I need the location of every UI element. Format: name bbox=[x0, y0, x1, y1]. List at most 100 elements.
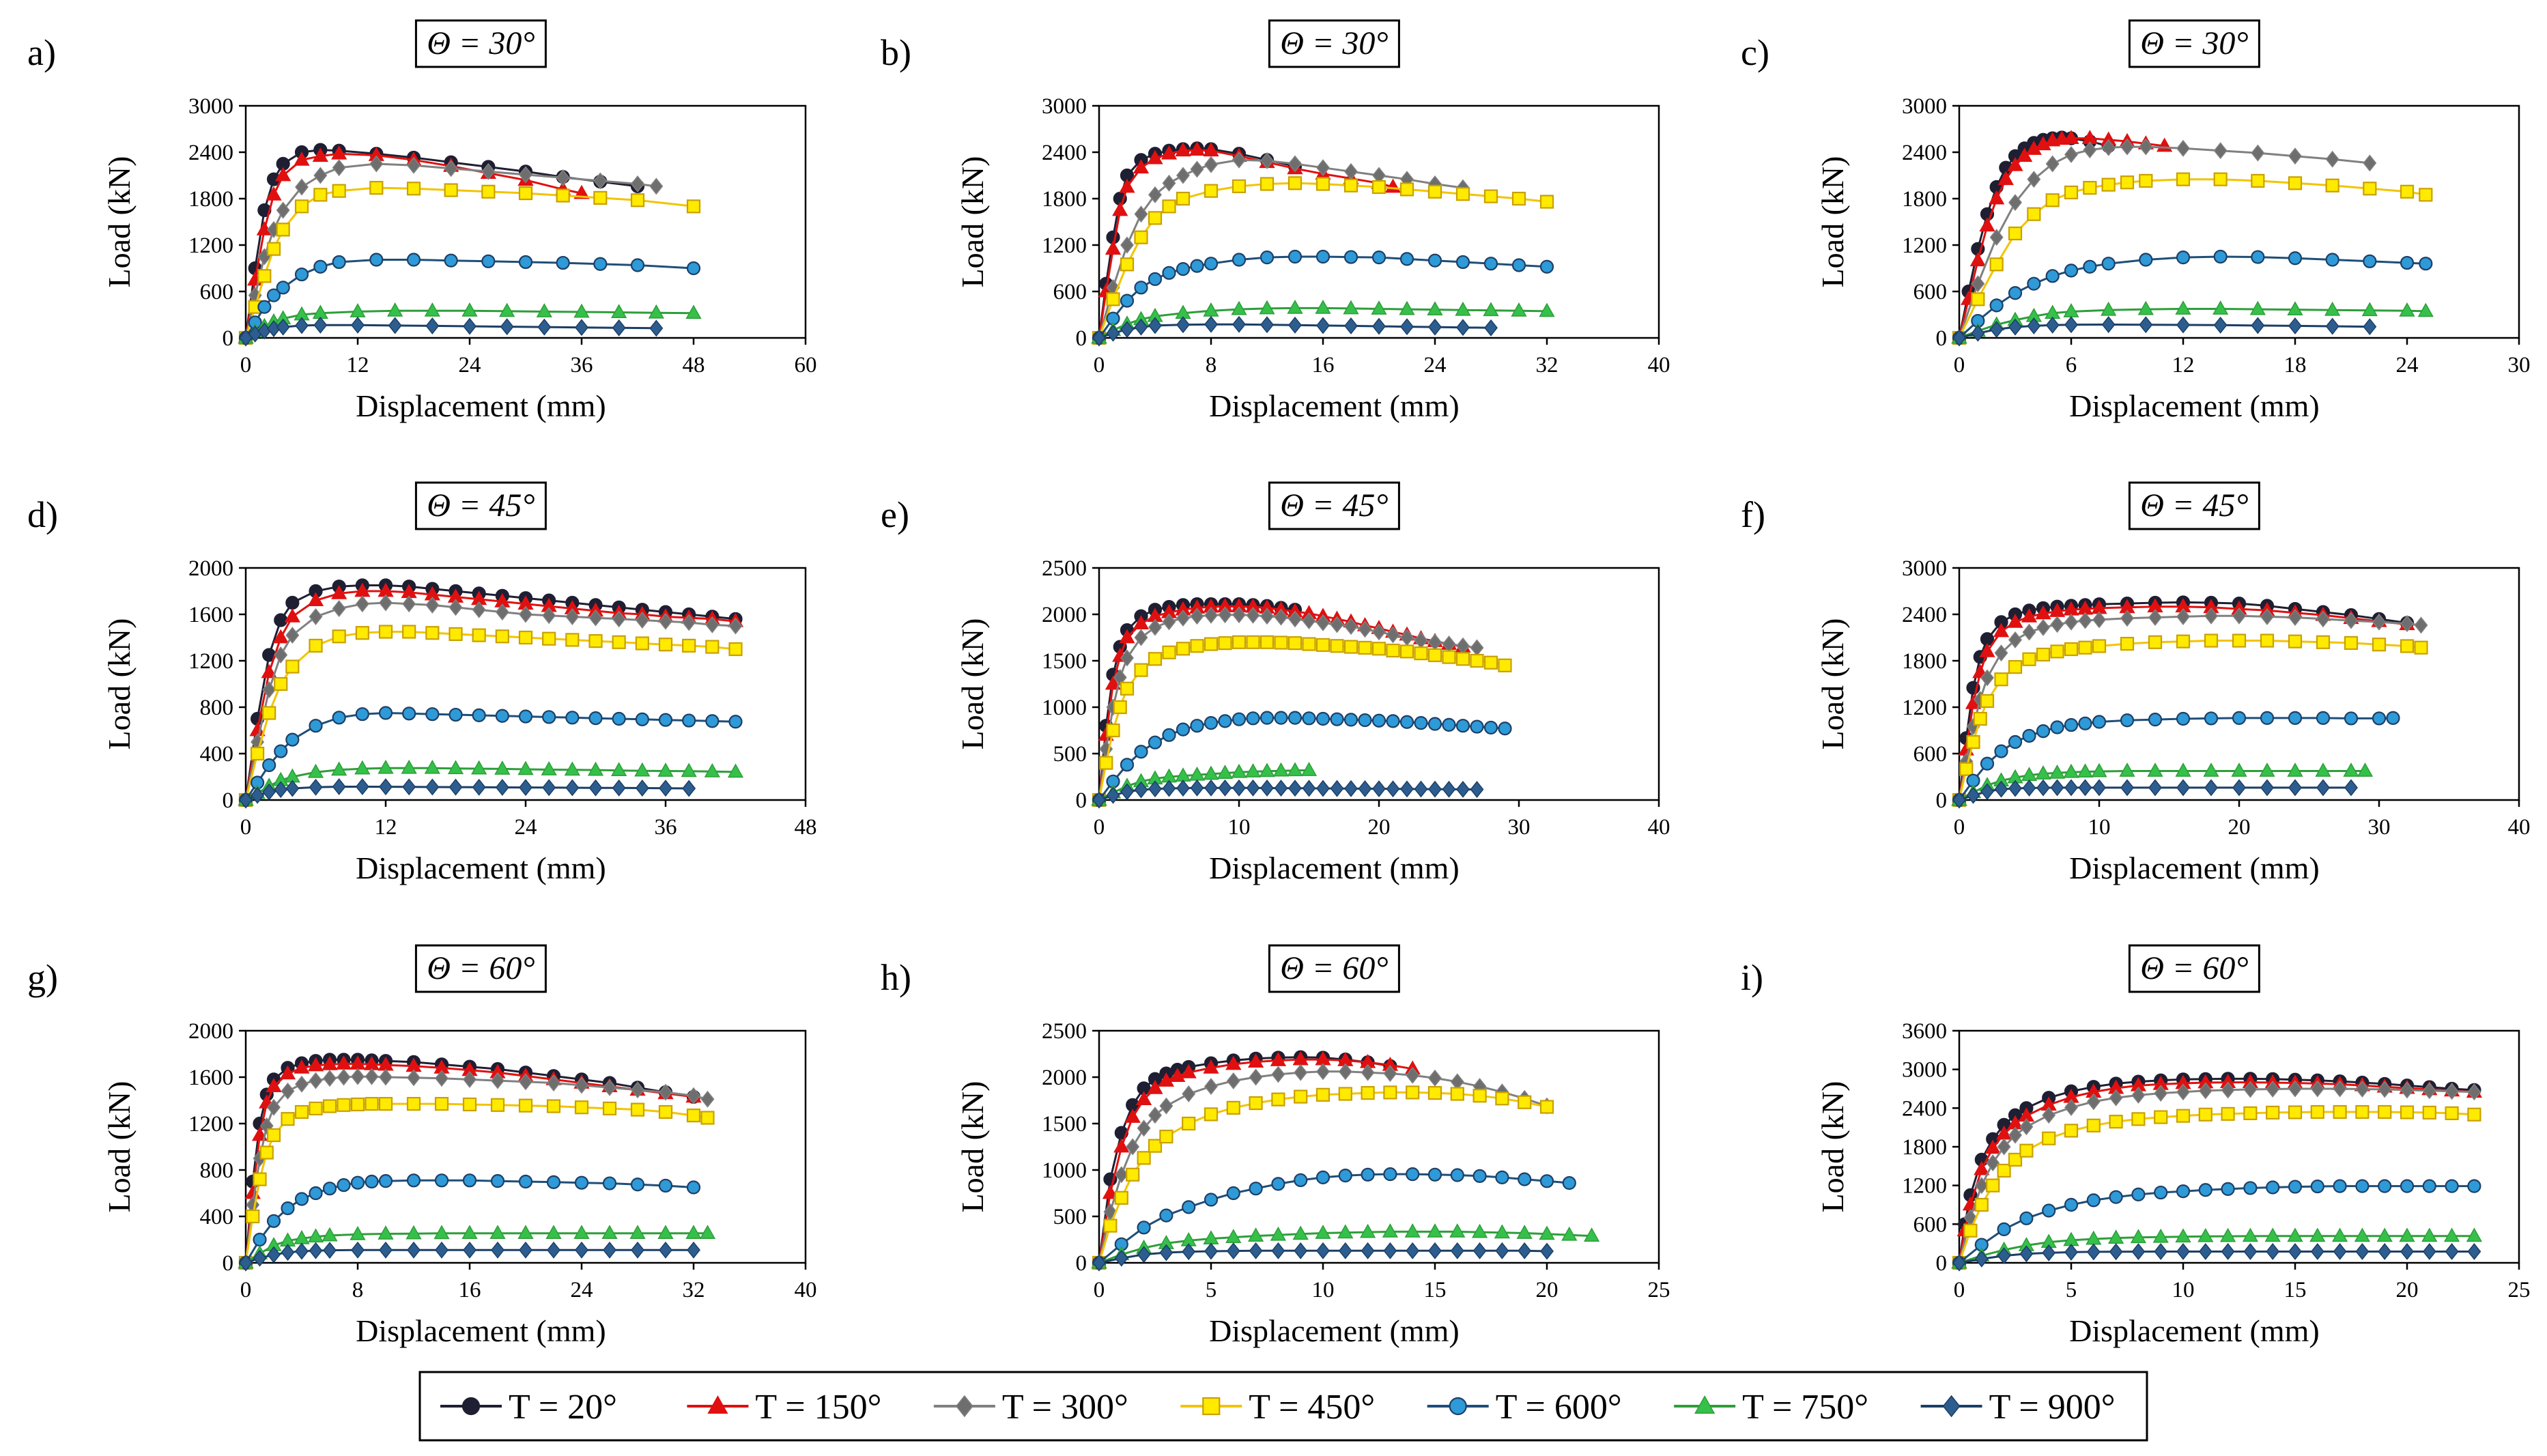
y-axis-label: Load (kN) bbox=[102, 1081, 137, 1213]
data-point bbox=[2310, 1243, 2324, 1260]
data-point bbox=[611, 304, 627, 318]
data-point bbox=[1182, 1116, 1196, 1131]
y-axis-label: Load (kN) bbox=[955, 618, 990, 750]
data-point bbox=[350, 1226, 366, 1240]
data-point bbox=[1120, 236, 1134, 254]
data-point bbox=[2288, 711, 2303, 725]
data-point bbox=[1105, 240, 1122, 255]
data-point bbox=[1182, 1243, 1196, 1261]
data-point bbox=[499, 302, 515, 317]
y-tick-label: 400 bbox=[200, 742, 234, 767]
data-point bbox=[1442, 650, 1456, 664]
data-point bbox=[612, 635, 626, 649]
panel-title-box bbox=[414, 481, 547, 530]
data-point bbox=[309, 638, 323, 653]
data-point bbox=[1272, 762, 1290, 777]
data-point bbox=[1287, 636, 1303, 651]
data-point bbox=[1997, 1222, 2011, 1236]
data-point bbox=[2139, 138, 2153, 156]
data-point bbox=[648, 304, 664, 319]
data-point bbox=[2050, 779, 2064, 797]
legend-marker bbox=[707, 1395, 728, 1414]
data-point bbox=[536, 303, 552, 317]
data-point bbox=[1361, 1086, 1375, 1100]
data-point bbox=[2287, 1227, 2303, 1242]
legend-label: T = 450° bbox=[1249, 1388, 1375, 1427]
data-point bbox=[2221, 1081, 2235, 1099]
data-point bbox=[649, 177, 664, 195]
legend-marker bbox=[1449, 1397, 1467, 1416]
data-point bbox=[2078, 779, 2092, 797]
data-point bbox=[1260, 711, 1275, 725]
data-point bbox=[2316, 711, 2331, 725]
data-point bbox=[1455, 255, 1470, 270]
data-point bbox=[309, 778, 323, 796]
data-point bbox=[1175, 142, 1191, 157]
panel-title-box bbox=[1268, 19, 1400, 68]
data-point bbox=[1315, 249, 1331, 264]
data-point bbox=[2064, 1243, 2078, 1261]
y-tick-label: 2500 bbox=[1042, 1019, 1087, 1044]
data-point bbox=[587, 761, 604, 776]
data-point bbox=[588, 633, 603, 648]
data-point bbox=[1134, 781, 1148, 799]
data-point bbox=[1124, 1109, 1141, 1123]
data-point bbox=[313, 188, 328, 202]
data-point bbox=[564, 761, 580, 776]
data-point bbox=[1406, 1085, 1420, 1100]
data-point bbox=[2372, 711, 2387, 726]
data-point bbox=[309, 608, 323, 625]
series-300 bbox=[1952, 138, 2377, 347]
data-point bbox=[1414, 716, 1428, 730]
data-point bbox=[257, 269, 272, 283]
y-tick-label: 2400 bbox=[1902, 1096, 1947, 1121]
data-point bbox=[1483, 302, 1499, 317]
data-point bbox=[1148, 735, 1163, 750]
data-point bbox=[378, 1096, 393, 1111]
data-point bbox=[1287, 300, 1303, 314]
data-point bbox=[1288, 155, 1302, 173]
data-point bbox=[2288, 779, 2302, 797]
data-point bbox=[1260, 635, 1275, 649]
data-point bbox=[2266, 1081, 2280, 1098]
data-point bbox=[603, 1241, 616, 1259]
y-tick-label: 1500 bbox=[1042, 649, 1087, 674]
data-point bbox=[2231, 762, 2247, 777]
data-point bbox=[472, 601, 486, 618]
data-point bbox=[518, 709, 533, 724]
y-tick-label: 0 bbox=[1936, 326, 1948, 351]
data-point bbox=[542, 779, 556, 797]
data-point bbox=[2400, 615, 2414, 633]
data-point bbox=[1383, 1242, 1397, 1259]
data-point bbox=[2288, 317, 2302, 334]
data-point bbox=[2148, 713, 2163, 727]
data-point bbox=[1204, 1242, 1218, 1260]
data-point bbox=[462, 1173, 477, 1188]
data-point bbox=[2333, 1080, 2347, 1098]
data-point bbox=[2355, 1243, 2370, 1260]
data-point bbox=[251, 786, 265, 804]
data-point bbox=[1204, 716, 1219, 730]
data-point bbox=[2064, 717, 2079, 732]
data-point bbox=[2176, 172, 2191, 186]
data-point bbox=[2148, 635, 2163, 649]
data-point bbox=[1316, 780, 1330, 797]
data-point bbox=[1249, 1096, 1263, 1111]
data-point bbox=[574, 1175, 589, 1190]
y-tick-label: 500 bbox=[1053, 742, 1087, 767]
data-point bbox=[1294, 1089, 1308, 1104]
series-300 bbox=[1092, 1063, 1554, 1272]
data-point bbox=[1518, 1172, 1532, 1186]
data-point bbox=[1176, 167, 1190, 184]
data-point bbox=[1427, 184, 1442, 199]
data-point bbox=[1226, 1100, 1240, 1115]
data-point bbox=[2325, 253, 2339, 267]
data-point bbox=[2266, 1105, 2280, 1120]
data-point bbox=[313, 259, 328, 274]
data-point bbox=[1274, 608, 1288, 626]
data-point bbox=[1470, 653, 1484, 668]
data-point bbox=[2120, 636, 2135, 651]
data-point bbox=[1989, 298, 2004, 313]
data-point bbox=[1158, 1072, 1175, 1087]
panel-label: b) bbox=[881, 32, 911, 73]
